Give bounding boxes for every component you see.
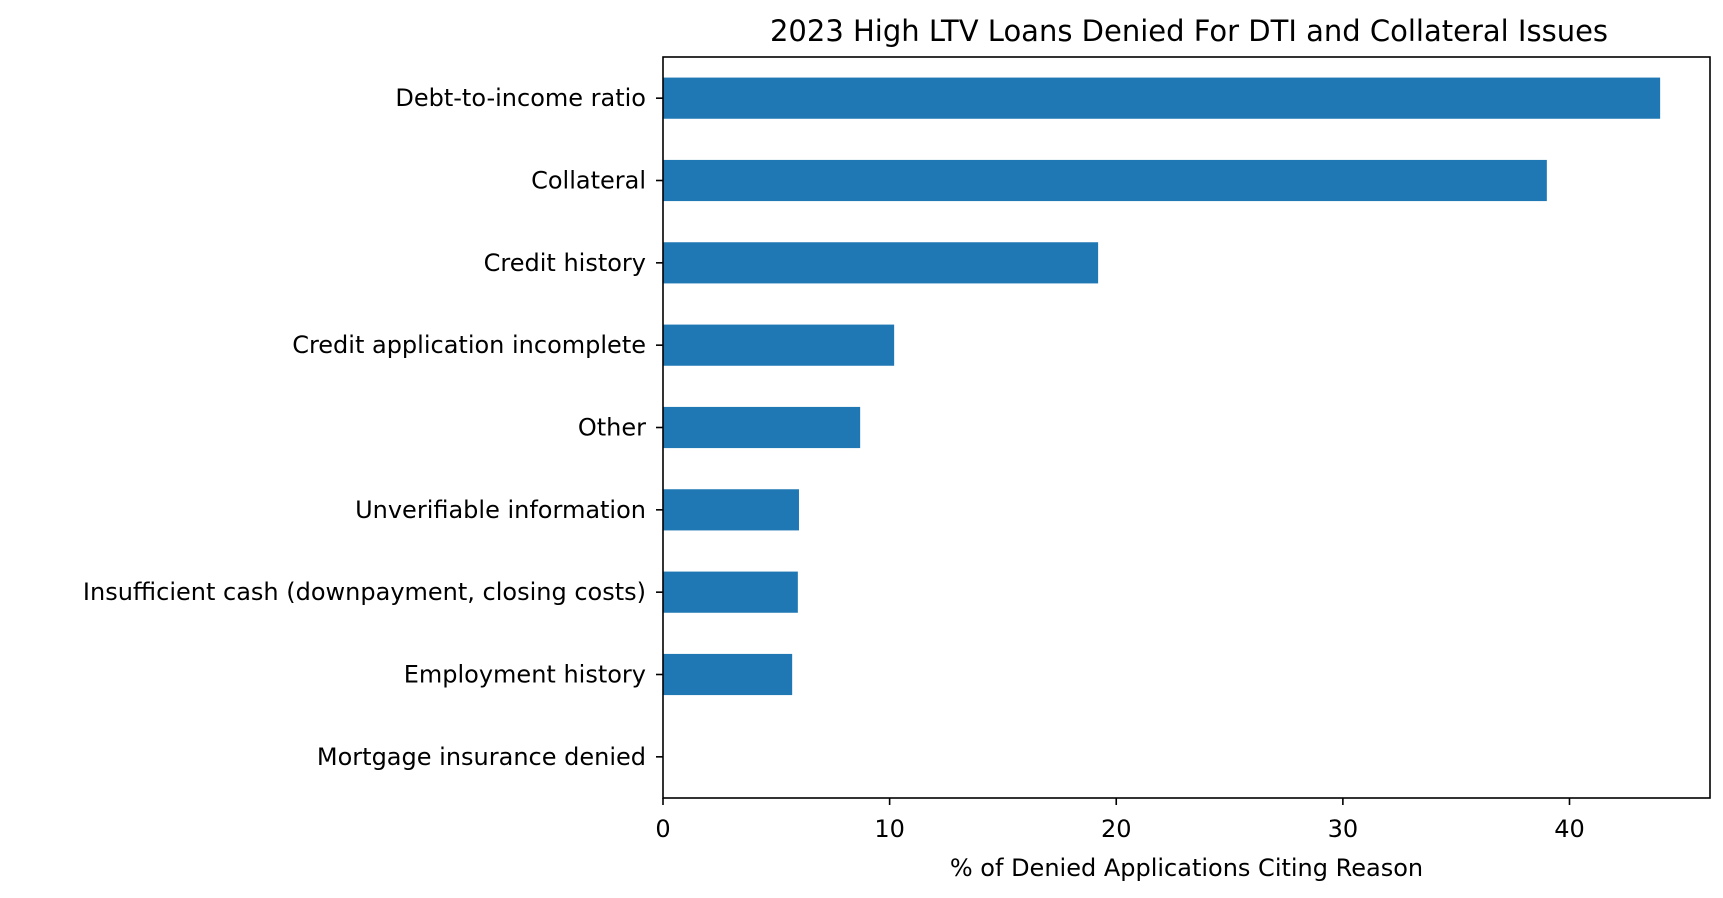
- chart-title: 2023 High LTV Loans Denied For DTI and C…: [770, 14, 1608, 48]
- bars-group: [663, 77, 1661, 696]
- bar: [663, 571, 798, 613]
- bar: [663, 324, 895, 366]
- bar: [663, 77, 1661, 119]
- bar: [663, 489, 799, 531]
- bar: [663, 159, 1547, 202]
- y-tick-label: Collateral: [531, 167, 646, 195]
- x-tick-label: 40: [1554, 815, 1585, 843]
- y-tick-label: Insufficient cash (downpayment, closing …: [83, 578, 646, 606]
- x-axis-ticks: 0 10 20 30 40: [655, 798, 1585, 843]
- plot-area-frame: [662, 56, 1711, 799]
- y-tick-label: Unverifiable information: [355, 496, 646, 524]
- bar: [663, 406, 861, 449]
- bar: [663, 653, 793, 696]
- y-tick-label: Credit history: [484, 249, 646, 277]
- y-tick-label: Mortgage insurance denied: [317, 743, 646, 771]
- y-tick-label: Employment history: [404, 661, 646, 689]
- y-tick-label: Debt-to-income ratio: [395, 84, 646, 112]
- x-tick-label: 0: [655, 815, 670, 843]
- bar: [663, 242, 1099, 284]
- x-tick-label: 10: [874, 815, 905, 843]
- y-tick-label: Credit application incomplete: [292, 331, 646, 359]
- y-axis-labels: Debt-to-income ratio Collateral Credit his…: [83, 84, 663, 771]
- x-tick-label: 30: [1328, 815, 1359, 843]
- y-tick-label: Other: [578, 414, 646, 442]
- x-axis-label: % of Denied Applications Citing Reason: [950, 854, 1423, 882]
- x-tick-label: 20: [1101, 815, 1132, 843]
